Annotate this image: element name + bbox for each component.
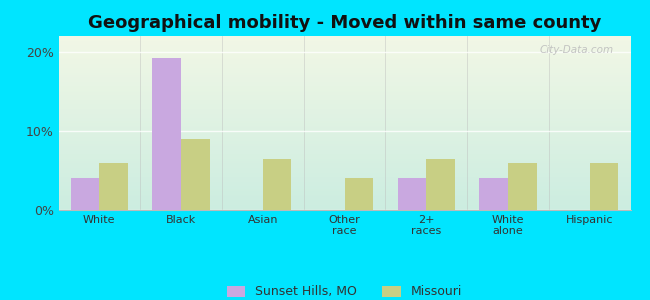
Bar (153, 58, 181, 210)
Bar (181, 139, 210, 210)
Bar (508, 163, 536, 210)
Bar (590, 163, 618, 210)
Bar (344, 178, 373, 210)
Bar (426, 159, 455, 210)
Bar (71, 178, 99, 210)
Bar (398, 178, 426, 210)
Bar (479, 178, 508, 210)
Legend: Sunset Hills, MO, Missouri: Sunset Hills, MO, Missouri (220, 279, 469, 300)
Bar (263, 159, 291, 210)
Title: Geographical mobility - Moved within same county: Geographical mobility - Moved within sam… (88, 14, 601, 32)
Text: City-Data.com: City-Data.com (540, 45, 614, 55)
Bar (99, 163, 128, 210)
